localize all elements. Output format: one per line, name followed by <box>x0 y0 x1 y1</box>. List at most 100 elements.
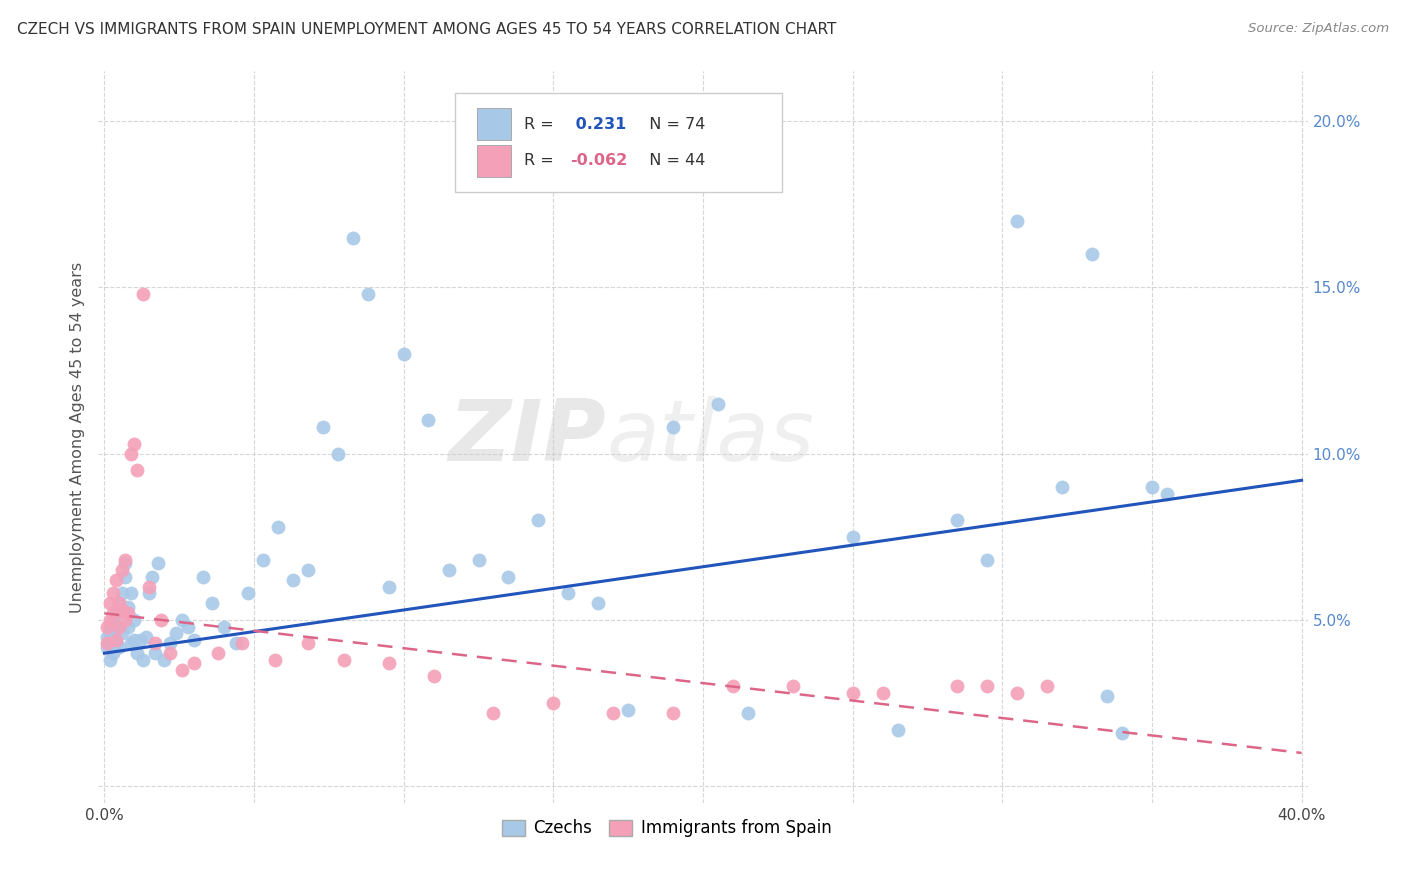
FancyBboxPatch shape <box>477 108 510 140</box>
Point <box>172 613 194 627</box>
Point <box>377 656 399 670</box>
Point <box>1156 486 1178 500</box>
Point <box>141 570 163 584</box>
Point <box>114 613 136 627</box>
Point <box>212 619 235 633</box>
Point <box>482 706 505 720</box>
Point <box>105 632 128 647</box>
Point <box>737 706 759 720</box>
Point <box>117 607 139 621</box>
Text: N = 44: N = 44 <box>638 153 706 168</box>
Point <box>135 630 157 644</box>
Text: CZECH VS IMMIGRANTS FROM SPAIN UNEMPLOYMENT AMONG AGES 45 TO 54 YEARS CORRELATIO: CZECH VS IMMIGRANTS FROM SPAIN UNEMPLOYM… <box>17 22 837 37</box>
Point <box>467 553 489 567</box>
Point <box>108 640 131 654</box>
Point <box>1095 690 1118 704</box>
Point <box>886 723 908 737</box>
Point <box>111 603 134 617</box>
Point <box>120 636 142 650</box>
Point <box>281 573 304 587</box>
Point <box>105 636 128 650</box>
Point <box>183 656 205 670</box>
Text: Source: ZipAtlas.com: Source: ZipAtlas.com <box>1249 22 1389 36</box>
Point <box>193 570 215 584</box>
Point <box>841 530 863 544</box>
Point <box>1036 680 1059 694</box>
Point <box>96 640 118 654</box>
Point <box>103 586 125 600</box>
Point <box>148 557 170 571</box>
Point <box>108 619 131 633</box>
Point <box>111 626 134 640</box>
Text: atlas: atlas <box>606 395 814 479</box>
Point <box>100 613 122 627</box>
Point <box>153 653 176 667</box>
Point <box>312 420 335 434</box>
Point <box>617 703 640 717</box>
Point <box>108 596 131 610</box>
Point <box>132 287 155 301</box>
Point <box>252 553 274 567</box>
Point <box>297 636 319 650</box>
Point <box>602 706 624 720</box>
Text: N = 74: N = 74 <box>638 117 706 131</box>
Point <box>236 586 259 600</box>
Text: R =: R = <box>524 153 560 168</box>
Point <box>1081 247 1104 261</box>
Point <box>103 646 125 660</box>
Point <box>1140 480 1163 494</box>
Point <box>543 696 565 710</box>
Legend: Czechs, Immigrants from Spain: Czechs, Immigrants from Spain <box>494 811 839 846</box>
Point <box>177 619 200 633</box>
Point <box>946 513 969 527</box>
Point <box>946 680 969 694</box>
Point <box>1111 726 1133 740</box>
Point <box>662 706 685 720</box>
Text: R =: R = <box>524 117 560 131</box>
Point <box>108 596 131 610</box>
Point <box>100 596 122 610</box>
Point <box>377 580 399 594</box>
Point <box>225 636 247 650</box>
Point <box>96 619 118 633</box>
Point <box>103 613 125 627</box>
Point <box>150 613 173 627</box>
Point <box>267 520 290 534</box>
Point <box>103 607 125 621</box>
Point <box>143 636 166 650</box>
Text: -0.062: -0.062 <box>569 153 627 168</box>
Point <box>333 653 356 667</box>
Point <box>124 632 146 647</box>
Point <box>557 586 579 600</box>
Point <box>721 680 744 694</box>
Text: ZIP: ZIP <box>449 395 606 479</box>
Point <box>264 653 287 667</box>
Point <box>96 636 118 650</box>
Point <box>100 653 122 667</box>
Point <box>138 586 160 600</box>
Point <box>105 607 128 621</box>
Point <box>159 636 181 650</box>
Point <box>129 632 152 647</box>
Point <box>586 596 609 610</box>
Point <box>114 553 136 567</box>
Point <box>416 413 439 427</box>
Point <box>1007 686 1029 700</box>
Point <box>183 632 205 647</box>
Point <box>117 599 139 614</box>
Point <box>105 623 128 637</box>
Point <box>114 557 136 571</box>
Point <box>231 636 253 650</box>
Point <box>841 686 863 700</box>
Point <box>527 513 550 527</box>
Point <box>114 570 136 584</box>
Point <box>392 347 415 361</box>
Point <box>143 646 166 660</box>
Point <box>1050 480 1073 494</box>
Point <box>422 669 444 683</box>
Point <box>437 563 460 577</box>
Point <box>782 680 804 694</box>
Point <box>165 626 187 640</box>
Point <box>326 447 349 461</box>
Point <box>120 447 142 461</box>
